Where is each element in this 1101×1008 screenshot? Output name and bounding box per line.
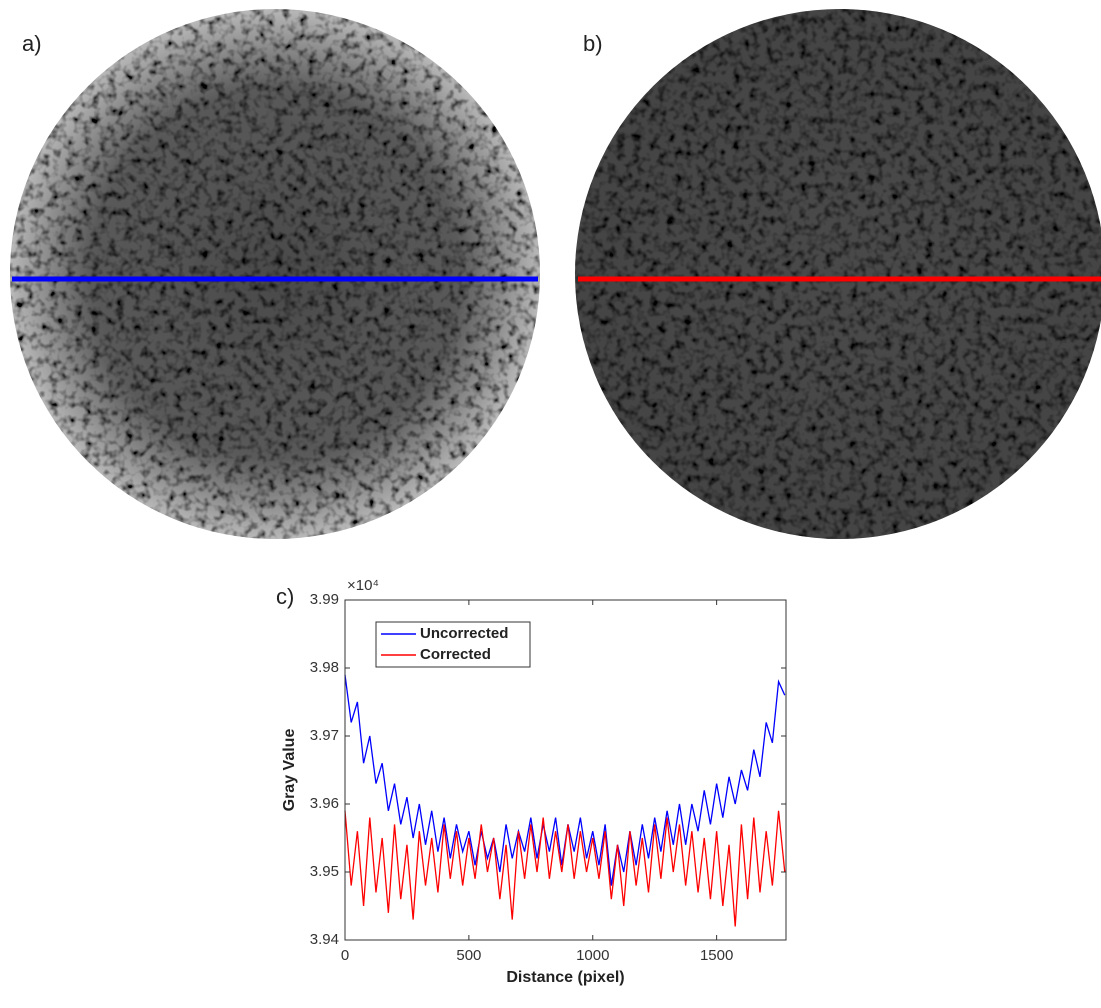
panel-label: c): [276, 584, 294, 609]
x-tick-label: 1000: [576, 947, 609, 964]
y-tick-label: 3.99: [310, 591, 339, 608]
image-uncorrected: [10, 9, 540, 539]
x-tick-label: 500: [456, 947, 481, 964]
legend-label: Corrected: [420, 646, 491, 663]
y-tick-label: 3.95: [310, 863, 339, 880]
x-tick-label: 1500: [700, 947, 733, 964]
panel-label: a): [22, 31, 42, 56]
legend-box: [375, 621, 531, 668]
axes-frame: [344, 599, 787, 941]
x-axis-label: Distance (pixel): [506, 969, 624, 986]
plot: 0 500 1000 1500 3.94 3.95 3.96 3.97 3.98 3.99 ×10⁴…: [281, 577, 787, 986]
y-tick-label: 3.97: [310, 727, 339, 744]
y-tick-label: 3.96: [310, 795, 339, 812]
y-axis-label: Gray Value: [281, 729, 298, 812]
panel-label: b): [583, 31, 603, 56]
x-tick-label: 0: [341, 947, 349, 964]
y-tick-label: 3.94: [310, 931, 339, 948]
data-line: [344, 810, 786, 927]
y-tick-label: 3.98: [310, 659, 339, 676]
legend-label: Uncorrected: [420, 625, 508, 642]
y-multiplier: ×10⁴: [347, 577, 379, 594]
image-corrected: [575, 9, 1101, 539]
